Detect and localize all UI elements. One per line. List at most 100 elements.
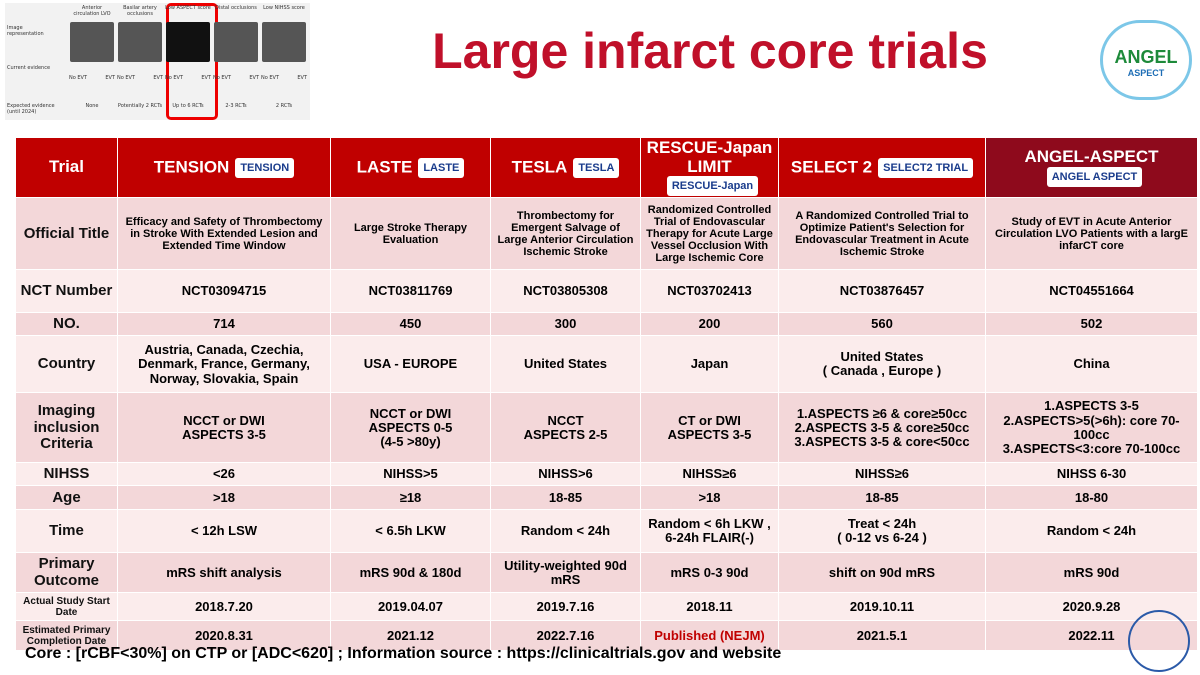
logo-text: ANGEL [1114, 47, 1178, 67]
trial-name: RESCUE-Japan LIMIT [646, 138, 773, 176]
thumb-image [214, 22, 258, 62]
table-cell: mRS 0-3 90d [640, 552, 779, 594]
table-cell: Random < 6h LKW , 6-24h FLAIR(-) [640, 509, 779, 554]
table-cell: Random < 24h [985, 509, 1198, 554]
table-cell: 2020.8.31 [117, 620, 331, 652]
table-cell: 502 [985, 312, 1198, 337]
table-cell: A Randomized Controlled Trial to Optimiz… [778, 197, 986, 271]
thumb-evidence: No EVT EVT [213, 75, 259, 81]
trial-logo: SELECT2 TRIAL [878, 157, 974, 178]
table-cell: Austria, Canada, Czechia, Denmark, Franc… [117, 335, 331, 394]
table-cell: Utility-weighted 90d mRS [490, 552, 641, 594]
trial-name: SELECT 2 [790, 157, 873, 177]
row-label: Actual Study Start Date [15, 592, 118, 622]
thumb-expected: Up to 6 RCTs [172, 103, 204, 109]
row-label: Official Title [15, 197, 118, 271]
thumb-expected: Potentially 2 RCTs [117, 103, 163, 109]
table-cell: Large Stroke Therapy Evaluation [330, 197, 491, 271]
evidence-label: No EVT [213, 75, 232, 81]
table-cell: NCCT or DWI ASPECTS 3-5 [117, 392, 331, 464]
header-label: Trial [15, 136, 118, 199]
trial-logo: TENSION [235, 157, 295, 178]
thumb-row-label: Image representation [7, 25, 44, 37]
table-cell: United States ( Canada , Europe ) [778, 335, 986, 394]
table-cell: 450 [330, 312, 491, 337]
table-cell: 2021.12 [330, 620, 491, 652]
table-cell: Thrombectomy for Emergent Salvage of Lar… [490, 197, 641, 271]
row-label: Time [15, 509, 118, 554]
trial-header: TENSION TENSION [117, 136, 331, 199]
table-cell: NIHSS≥6 [640, 462, 779, 487]
table-cell: 2021.5.1 [778, 620, 986, 652]
row-label: NO. [15, 312, 118, 337]
trial-name: TENSION [153, 157, 230, 177]
table-cell: 2022.7.16 [490, 620, 641, 652]
table-row: Estimated Primary Completion Date 2020.8.… [15, 620, 1198, 652]
hospital-seal [1128, 610, 1190, 672]
table-row: Time < 12h LSW < 6.5h LKW Random < 24h Rando… [15, 509, 1198, 554]
trial-name: ANGEL-ASPECT [1024, 147, 1159, 167]
table-cell: mRS 90d [985, 552, 1198, 594]
evidence-label: No EVT [261, 75, 280, 81]
thumb-expected: 2 RCTs [275, 103, 293, 109]
thumb-col-label: Low NIHSS score [263, 5, 305, 11]
table-row: Primary Outcome mRS shift analysis mRS 90d… [15, 552, 1198, 594]
trial-logo: LASTE [418, 157, 465, 178]
trial-logo: TESLA [573, 157, 620, 178]
trial-table: Trial TENSION TENSION LASTE LASTE TESLA TESLA R… [15, 136, 1198, 652]
table-row: Official Title Efficacy and Safety of Thr… [15, 197, 1198, 271]
evidence-label: No EVT [69, 75, 88, 81]
thumb-image [118, 22, 162, 62]
thumb-image [70, 22, 114, 62]
table-cell: < 6.5h LKW [330, 509, 491, 554]
row-label: Primary Outcome [15, 552, 118, 594]
thumb-expected: 2-3 RCTs [225, 103, 247, 109]
row-label: Age [15, 485, 118, 511]
table-cell: 18-85 [490, 485, 641, 511]
table-cell: China [985, 335, 1198, 394]
thumb-evidence: No EVT EVT [69, 75, 115, 81]
evidence-label: EVT [249, 75, 259, 81]
trial-name: TESLA [511, 157, 568, 177]
table-cell: 18-85 [778, 485, 986, 511]
row-label: Country [15, 335, 118, 394]
table-row: NIHSS <26 NIHSS>5 NIHSS>6 NIHSS≥6 NIHSS≥6 NIHS… [15, 462, 1198, 487]
table-cell: 2019.7.16 [490, 592, 641, 622]
thumb-col-label: Anterior circulation LVO [73, 5, 111, 17]
table-cell: United States [490, 335, 641, 394]
thumb-row-label: Current evidence [7, 65, 51, 71]
logo-sub: ASPECT [1127, 68, 1165, 78]
slide-title: Large infarct core trials [432, 23, 988, 79]
table-row: Country Austria, Canada, Czechia, Denmark… [15, 335, 1198, 394]
table-cell: 18-80 [985, 485, 1198, 511]
evidence-label: EVT [201, 75, 211, 81]
table-row: Actual Study Start Date 2018.7.20 2019.04.… [15, 592, 1198, 622]
table-cell: NIHSS≥6 [778, 462, 986, 487]
trial-header: SELECT 2 SELECT2 TRIAL [778, 136, 986, 199]
row-label: NCT Number [15, 269, 118, 314]
thumb-evidence: No EVT EVT [165, 75, 211, 81]
table-cell: >18 [117, 485, 331, 511]
table-cell: Published (NEJM) [640, 620, 779, 652]
header-row: Trial TENSION TENSION LASTE LASTE TESLA TESLA R… [15, 136, 1198, 199]
table-cell: 200 [640, 312, 779, 337]
table-cell: mRS shift analysis [117, 552, 331, 594]
table-row: Age >18 ≥18 18-85 >18 18-85 18-80 [15, 485, 1198, 511]
table-cell: mRS 90d & 180d [330, 552, 491, 594]
table-row: NO. 714 450 300 200 560 502 [15, 312, 1198, 337]
evidence-label: No EVT [165, 75, 184, 81]
evidence-label: EVT [105, 75, 115, 81]
table-cell: 300 [490, 312, 641, 337]
table-cell: NCT04551664 [985, 269, 1198, 314]
table-cell: 1.ASPECTS 3-5 2.ASPECTS>5(>6h): core 70-… [985, 392, 1198, 464]
table-cell: Treat < 24h ( 0-12 vs 6-24 ) [778, 509, 986, 554]
evidence-label: No EVT [117, 75, 136, 81]
thumb-col-label: Low ASPECT score [165, 5, 211, 11]
table-cell: USA - EUROPE [330, 335, 491, 394]
table-cell: Randomized Controlled Trial of Endovascu… [640, 197, 779, 271]
evidence-figure: Image representation Current evidence Expe… [5, 3, 310, 120]
thumb-col-label: Basilar artery occlusions [123, 5, 157, 17]
trial-header: RESCUE-Japan LIMITRESCUE-Japan [640, 136, 779, 199]
thumb-evidence: No EVT EVT [117, 75, 163, 81]
